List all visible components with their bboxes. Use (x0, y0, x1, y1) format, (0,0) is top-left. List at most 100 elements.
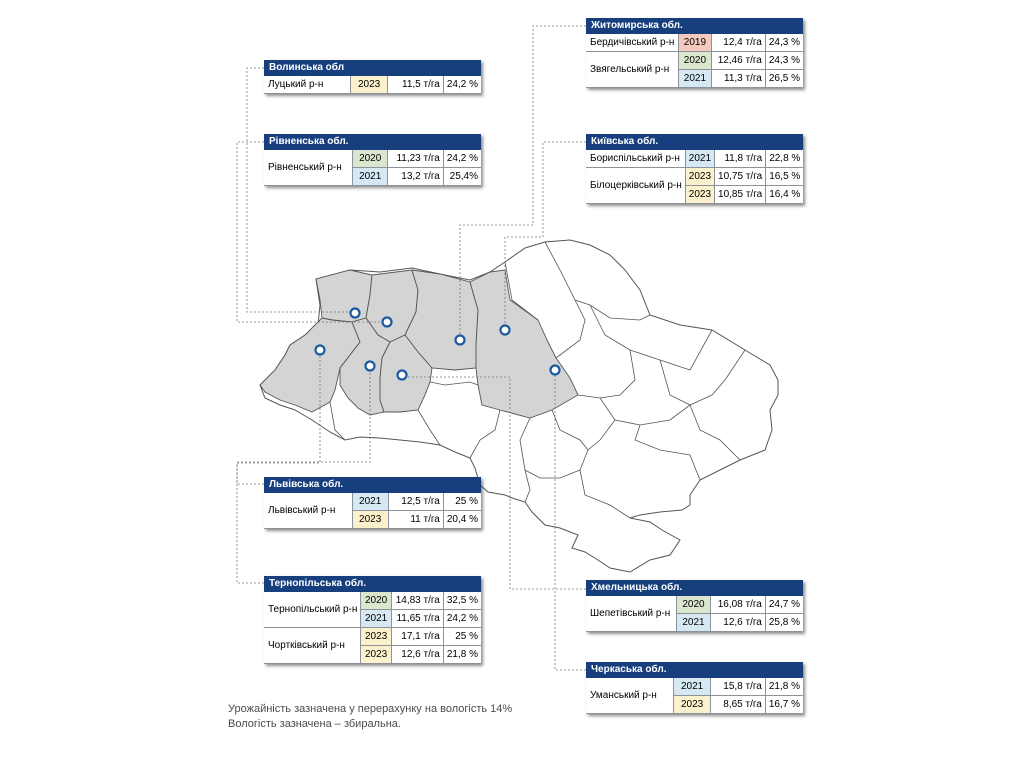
footnote-line-harvest-moisture: Вологість зазначена – збиральна. (228, 717, 512, 732)
district-cell: Бориспільський р-н (586, 150, 685, 168)
moisture-cell: 24,3 % (765, 34, 803, 52)
moisture-cell: 32,5 % (443, 592, 481, 610)
yield-cell: 10,75 т/га (715, 168, 766, 186)
yield-cell: 11,3 т/га (711, 70, 765, 88)
card-table: Бердичівський р-н 2019 12,4 т/га 24,3 % … (586, 34, 803, 88)
district-cell: Чортківський р-н (264, 628, 361, 664)
card-title: Львівська обл. (264, 477, 481, 493)
year-cell: 2020 (677, 596, 711, 614)
table-row: Тернопільський р-н 2020 14,83 т/га 32,5 … (264, 592, 481, 610)
year-cell: 2023 (674, 696, 710, 714)
year-cell: 2021 (674, 678, 710, 696)
footnote: Урожайність зазначена у перерахунку на в… (228, 702, 512, 732)
yield-cell: 11,8 т/га (715, 150, 766, 168)
district-cell: Львівський р-н (264, 493, 352, 529)
card-table: Тернопільський р-н 2020 14,83 т/га 32,5 … (264, 592, 481, 664)
card-khmelnytskyi: Хмельницька обл. Шепетівський р-н 2020 1… (586, 580, 803, 632)
moisture-cell: 24,2 % (443, 76, 481, 94)
card-rivne: Рівненська обл. Рівненський р-н 2020 11,… (264, 134, 481, 186)
year-cell: 2023 (352, 511, 388, 529)
yield-cell: 12,6 т/га (710, 614, 765, 632)
card-title: Хмельницька обл. (586, 580, 803, 596)
yield-cell: 12,5 т/га (388, 493, 443, 511)
card-title: Черкаська обл. (586, 662, 803, 678)
year-cell: 2021 (352, 493, 388, 511)
year-cell: 2021 (677, 614, 711, 632)
year-cell: 2021 (353, 168, 388, 186)
year-cell: 2020 (361, 592, 391, 610)
moisture-cell: 24,2 % (443, 150, 481, 168)
moisture-cell: 25 % (443, 628, 481, 646)
moisture-cell: 21,8 % (765, 678, 803, 696)
card-ternopil: Тернопільська обл. Тернопільський р-н 20… (264, 576, 481, 664)
district-cell: Шепетівський р-н (586, 596, 677, 632)
year-cell: 2023 (361, 646, 391, 664)
yield-cell: 12,46 т/га (711, 52, 765, 70)
yield-cell: 15,8 т/га (710, 678, 765, 696)
card-title: Волинська обл (264, 60, 481, 76)
card-table: Шепетівський р-н 2020 16,08 т/га 24,7 % … (586, 596, 803, 632)
marker-lutsk (351, 309, 360, 318)
moisture-cell: 24,3 % (765, 52, 803, 70)
table-row: Звягельський р-н 2020 12,46 т/га 24,3 % (586, 52, 803, 70)
year-cell: 2023 (685, 186, 714, 204)
card-table: Луцький р-н 2023 11,5 т/га 24,2 % (264, 76, 481, 94)
table-row: Луцький р-н 2023 11,5 т/га 24,2 % (264, 76, 481, 94)
table-row: Бориспільський р-н 2021 11,8 т/га 22,8 % (586, 150, 803, 168)
card-title: Київська обл. (586, 134, 803, 150)
moisture-cell: 24,2 % (443, 610, 481, 628)
table-row: Бердичівський р-н 2019 12,4 т/га 24,3 % (586, 34, 803, 52)
footnote-line-moisture-basis: Урожайність зазначена у перерахунку на в… (228, 702, 512, 717)
year-cell: 2019 (679, 34, 712, 52)
table-row: Чортківський р-н 2023 17,1 т/га 25 % (264, 628, 481, 646)
marker-kyiv (551, 366, 560, 375)
moisture-cell: 16,5 % (766, 168, 804, 186)
district-cell: Білоцерківський р-н (586, 168, 685, 204)
year-cell: 2020 (353, 150, 388, 168)
year-cell: 2021 (685, 150, 714, 168)
yield-cell: 17,1 т/га (391, 628, 443, 646)
district-cell: Звягельський р-н (586, 52, 679, 88)
district-cell: Уманський р-н (586, 678, 674, 714)
card-table: Бориспільський р-н 2021 11,8 т/га 22,8 %… (586, 150, 803, 204)
card-kyiv: Київська обл. Бориспільський р-н 2021 11… (586, 134, 803, 204)
card-volyn: Волинська обл Луцький р-н 2023 11,5 т/га… (264, 60, 481, 94)
yield-cell: 11,5 т/га (388, 76, 444, 94)
year-cell: 2021 (361, 610, 391, 628)
marker-rivne (383, 318, 392, 327)
card-zhytomyr: Житомирська обл. Бердичівський р-н 2019 … (586, 18, 803, 88)
moisture-cell: 21,8 % (443, 646, 481, 664)
card-table: Львівський р-н 2021 12,5 т/га 25 % 2023 … (264, 493, 481, 529)
card-title: Тернопільська обл. (264, 576, 481, 592)
year-cell: 2020 (679, 52, 712, 70)
district-cell: Тернопільський р-н (264, 592, 361, 628)
yield-cell: 12,4 т/га (711, 34, 765, 52)
district-cell: Рівненський р-н (264, 150, 353, 186)
moisture-cell: 20,4 % (443, 511, 481, 529)
year-cell: 2023 (361, 628, 391, 646)
table-row: Рівненський р-н 2020 11,23 т/га 24,2 % (264, 150, 481, 168)
district-cell: Луцький р-н (264, 76, 351, 94)
yield-cell: 16,08 т/га (710, 596, 765, 614)
yield-cell: 10,85 т/га (715, 186, 766, 204)
year-cell: 2021 (679, 70, 712, 88)
card-table: Уманський р-н 2021 15,8 т/га 21,8 % 2023… (586, 678, 803, 714)
table-row: Шепетівський р-н 2020 16,08 т/га 24,7 % (586, 596, 803, 614)
moisture-cell: 25,4% (443, 168, 481, 186)
card-title: Рівненська обл. (264, 134, 481, 150)
year-cell: 2023 (351, 76, 388, 94)
marker-berdychiv (456, 336, 465, 345)
yield-cell: 14,83 т/га (391, 592, 443, 610)
table-row: Львівський р-н 2021 12,5 т/га 25 % (264, 493, 481, 511)
year-cell: 2023 (685, 168, 714, 186)
moisture-cell: 26,5 % (765, 70, 803, 88)
yield-cell: 13,2 т/га (388, 168, 444, 186)
card-cherkasy: Черкаська обл. Уманський р-н 2021 15,8 т… (586, 662, 803, 714)
moisture-cell: 24,7 % (765, 596, 803, 614)
moisture-cell: 25,8 % (765, 614, 803, 632)
district-cell: Бердичівський р-н (586, 34, 679, 52)
table-row: Білоцерківський р-н 2023 10,75 т/га 16,5… (586, 168, 803, 186)
table-row: Уманський р-н 2021 15,8 т/га 21,8 % (586, 678, 803, 696)
card-lviv: Львівська обл. Львівський р-н 2021 12,5 … (264, 477, 481, 529)
